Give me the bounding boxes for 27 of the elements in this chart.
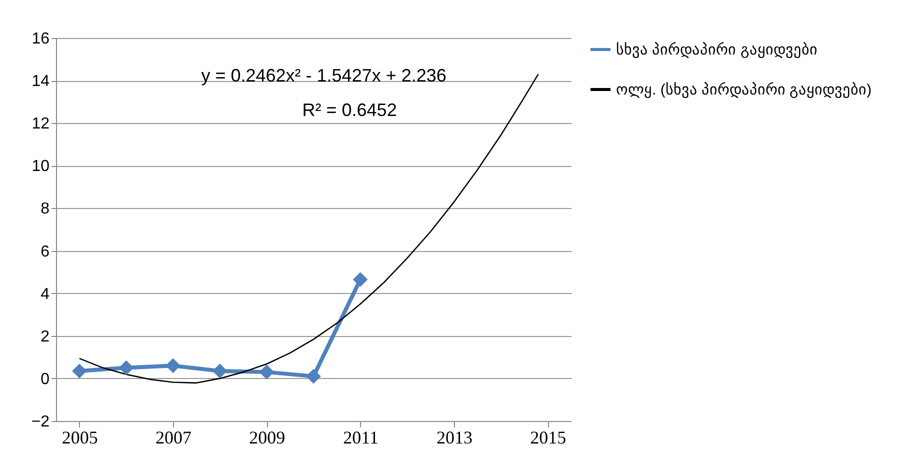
point [352,272,368,287]
y-tick-label: 4 [40,286,50,303]
point [212,364,228,378]
point [72,364,87,378]
point [306,368,321,384]
y-tick-label: 10 [32,158,50,176]
legend-label: ოლყ. (სხვა პირდაპირი გაყიდვები) [616,82,872,98]
y-tick-label: 2 [40,328,50,346]
x-tick-label: 2011 [343,428,378,448]
point [259,364,274,380]
x-tick-label: 2015 [530,428,566,448]
y-tick-label: 0 [40,370,50,388]
y-tick-label: 12 [32,116,50,133]
annotation: R² = 0.6452 [302,100,397,120]
x-tick-label: 2009 [249,428,286,448]
legend-label: სხვა პირდაპირი გაყიდვები [616,42,818,58]
point [166,358,180,374]
annotation: y = 0.2462x² - 1.5427x + 2.236 [201,65,446,86]
y-tick-label: 16 [32,30,50,48]
y-tick-label: 6 [40,243,50,260]
y-tick-label: −2 [31,414,50,430]
x-tick-label: 2013 [436,428,472,448]
y-tick-label: 8 [40,200,50,218]
point [118,360,134,376]
x-tick-label: 2007 [156,428,192,448]
y-tick-label: 14 [32,73,50,90]
x-tick-label: 2005 [62,428,98,448]
